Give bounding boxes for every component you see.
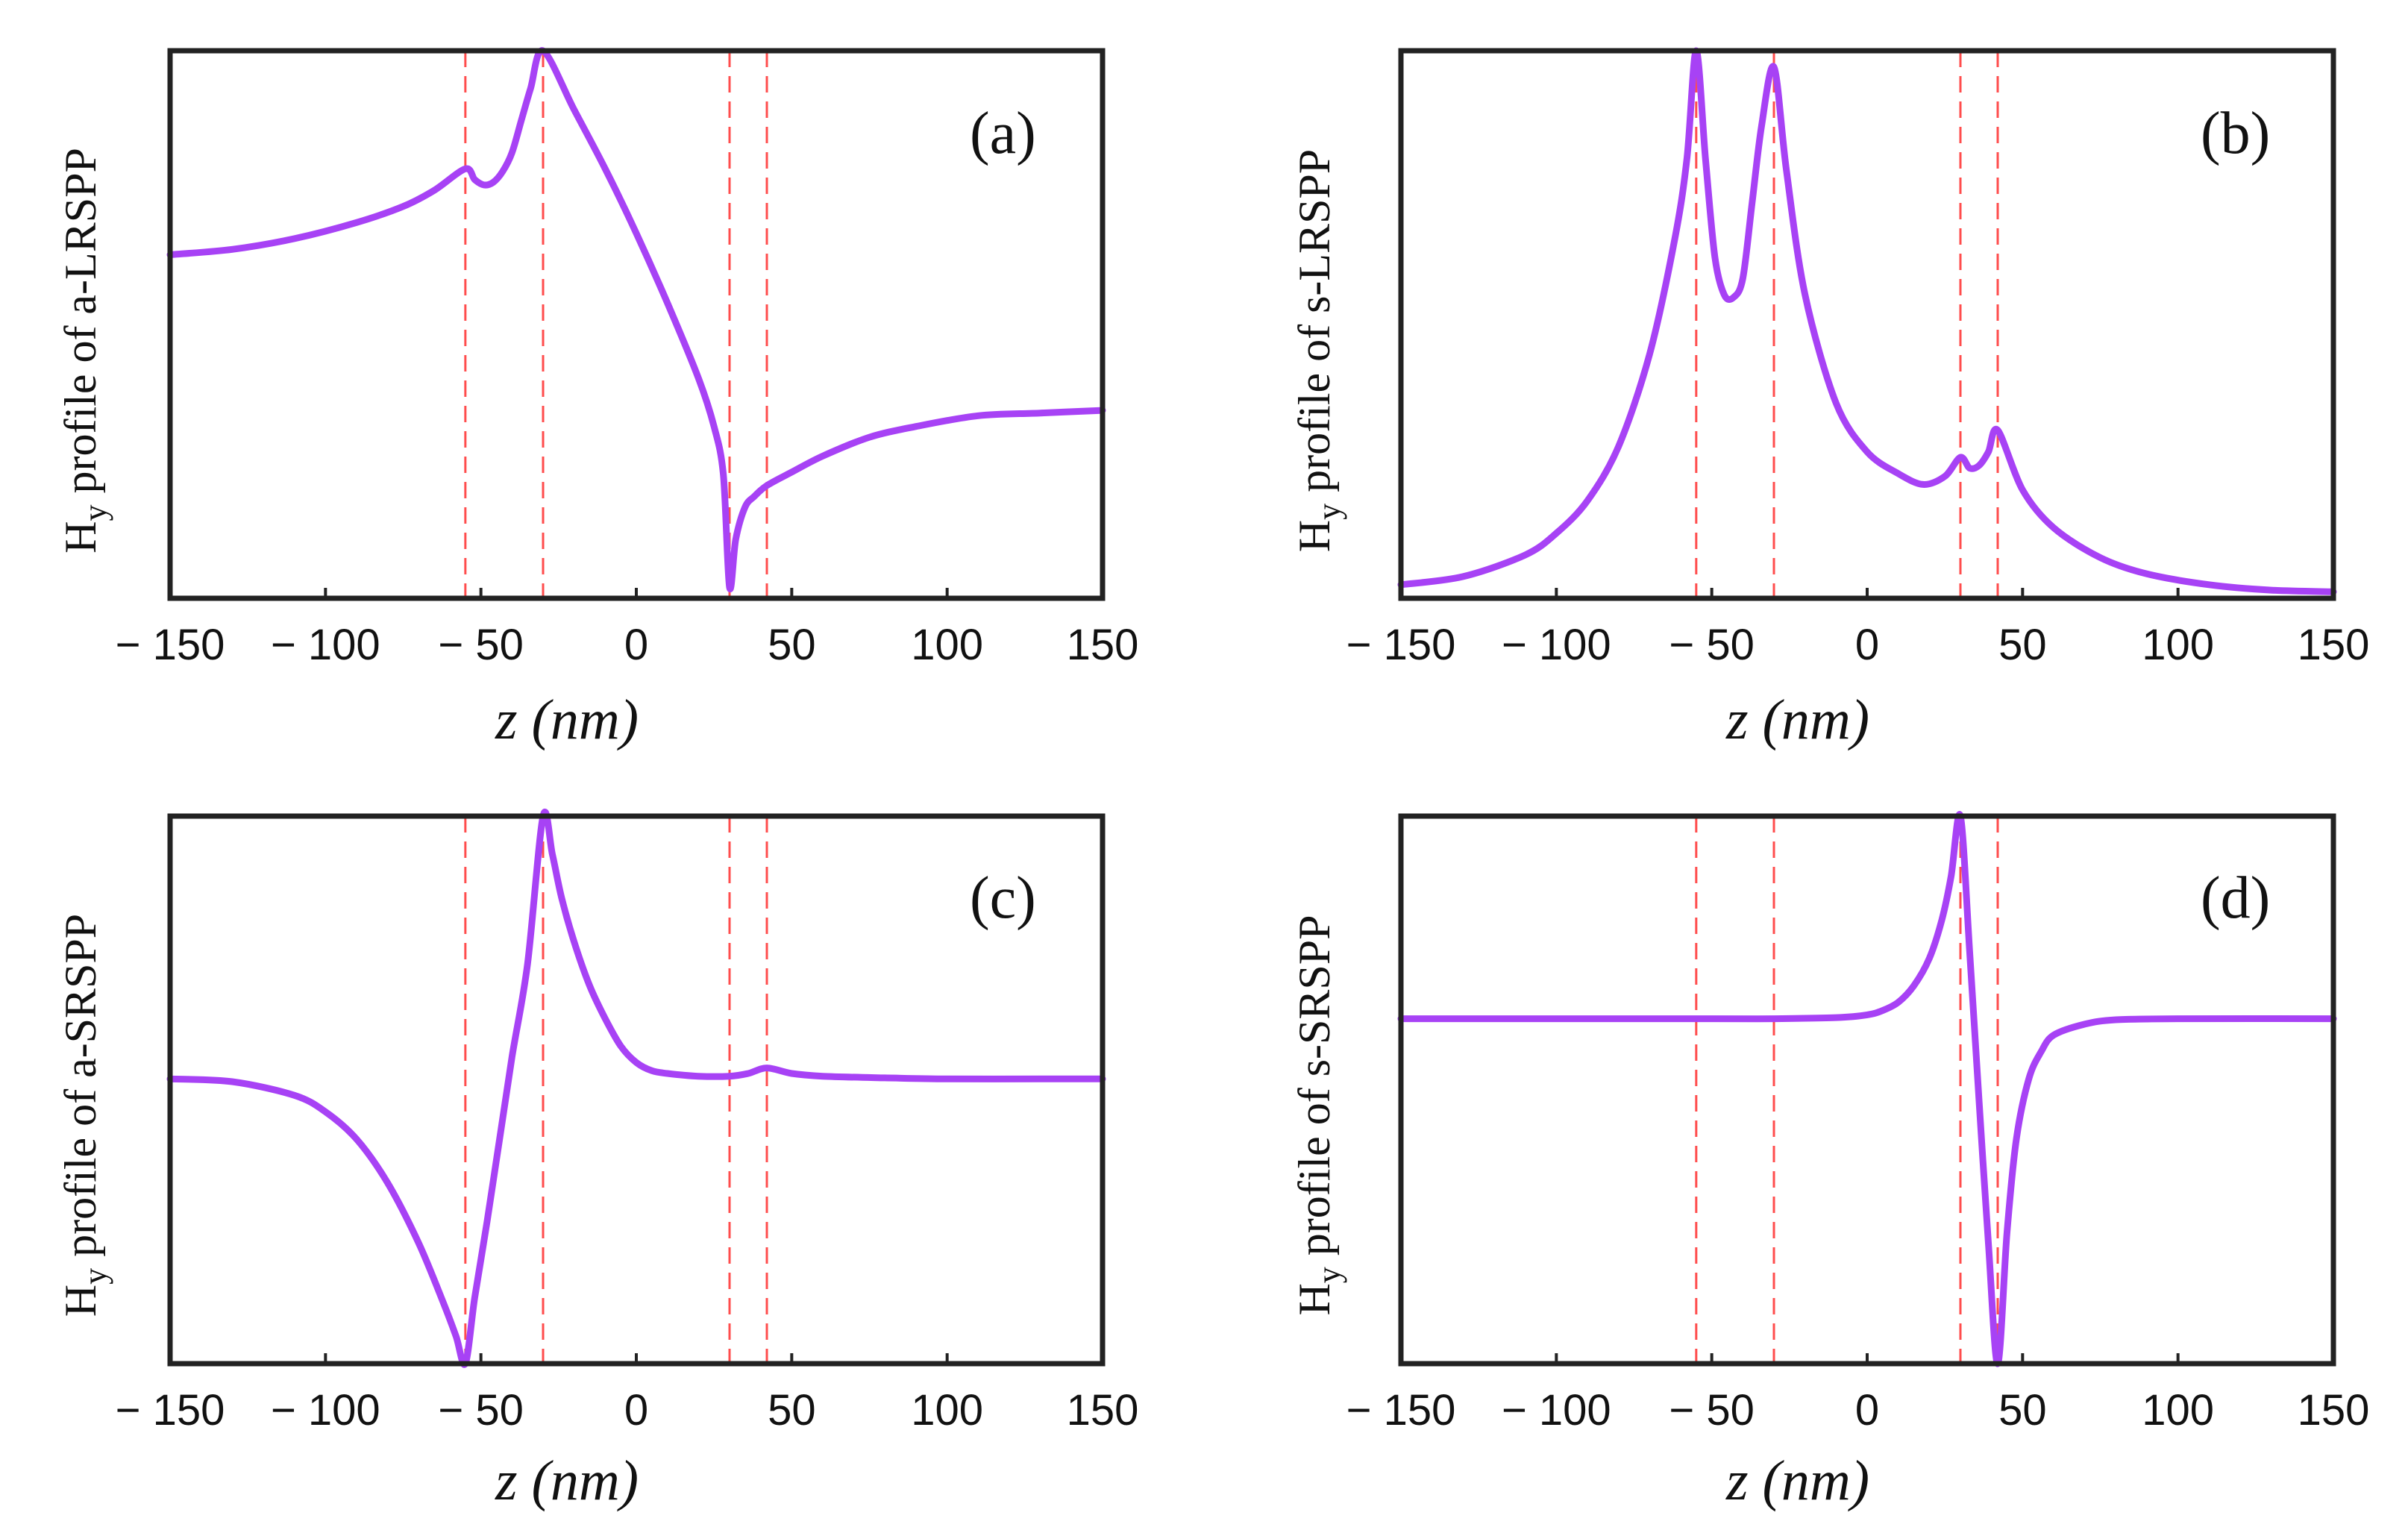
curve-a — [166, 47, 1106, 593]
x-tick-label-a-3: 0 — [624, 621, 648, 669]
x-tick-label-c-4: 50 — [768, 1386, 816, 1435]
x-tick-label-b-6: 150 — [2298, 621, 2370, 669]
ylabel-a: Hy profile of a-LRSPP — [56, 148, 113, 554]
axes-frame-d — [1398, 813, 2336, 1367]
panel-a: Hy profile of a-LRSPP (a) z (nm) − 150 − … — [56, 47, 1139, 751]
x-tick-label-d-1: − 100 — [1502, 1386, 1611, 1435]
x-tick-label-b-2: − 50 — [1669, 621, 1755, 669]
panel-tag-b: (b) — [2201, 101, 2270, 166]
x-tick-label-c-2: − 50 — [438, 1386, 524, 1435]
x-tick-label-c-1: − 100 — [271, 1386, 380, 1435]
x-tick-label-a-0: − 150 — [116, 621, 225, 669]
x-tick-label-c-5: 100 — [911, 1386, 983, 1435]
x-tick-label-a-1: − 100 — [271, 621, 380, 669]
xlabel-a: z (nm) — [495, 689, 639, 751]
curve-d — [1397, 811, 2337, 1367]
panel-d: Hy profile of s-SRSPP (d) z (nm) − 150 − … — [1290, 811, 2370, 1512]
x-tick-label-b-1: − 100 — [1502, 621, 1611, 669]
x-tick-label-c-0: − 150 — [116, 1386, 225, 1435]
x-tick-label-b-0: − 150 — [1346, 621, 1456, 669]
x-tick-label-d-6: 150 — [2298, 1386, 2370, 1435]
x-tick-label-a-5: 100 — [911, 621, 983, 669]
x-tick-label-a-6: 150 — [1067, 621, 1139, 669]
x-tick-label-c-3: 0 — [624, 1386, 648, 1435]
xlabel-d: z (nm) — [1725, 1449, 1869, 1512]
panel-c: Hy profile of a-SRSPP (c) z (nm) − 150 − … — [56, 809, 1139, 1512]
x-tick-label-d-4: 50 — [1998, 1386, 2047, 1435]
x-tick-label-d-3: 0 — [1855, 1386, 1879, 1435]
panel-tag-c: (c) — [970, 865, 1036, 931]
x-tick-label-d-5: 100 — [2142, 1386, 2214, 1435]
x-tick-label-d-0: − 150 — [1346, 1386, 1456, 1435]
ylabel-c: Hy profile of a-SRSPP — [56, 914, 113, 1317]
x-tick-label-b-3: 0 — [1855, 621, 1879, 669]
x-tick-label-d-2: − 50 — [1669, 1386, 1755, 1435]
x-tick-label-a-2: − 50 — [438, 621, 524, 669]
x-tick-label-b-4: 50 — [1998, 621, 2047, 669]
curve-b — [1397, 47, 2337, 595]
panel-tag-a: (a) — [970, 101, 1036, 166]
panel-tag-d: (d) — [2201, 865, 2270, 931]
ylabel-b: Hy profile of s-LRSPP — [1290, 149, 1347, 552]
x-tick-label-c-6: 150 — [1067, 1386, 1139, 1435]
xlabel-b: z (nm) — [1725, 689, 1869, 751]
curve-c — [166, 809, 1106, 1368]
ylabel-d: Hy profile of s-SRSPP — [1290, 915, 1347, 1315]
axes-frame-c — [167, 813, 1106, 1367]
xlabel-c: z (nm) — [495, 1449, 639, 1512]
panel-b: Hy profile of s-LRSPP (b) z (nm) − 150 − … — [1290, 47, 2370, 751]
x-tick-label-b-5: 100 — [2142, 621, 2214, 669]
axes-frame-a — [167, 48, 1106, 601]
axes-frame-b — [1398, 48, 2336, 601]
x-tick-label-a-4: 50 — [768, 621, 816, 669]
